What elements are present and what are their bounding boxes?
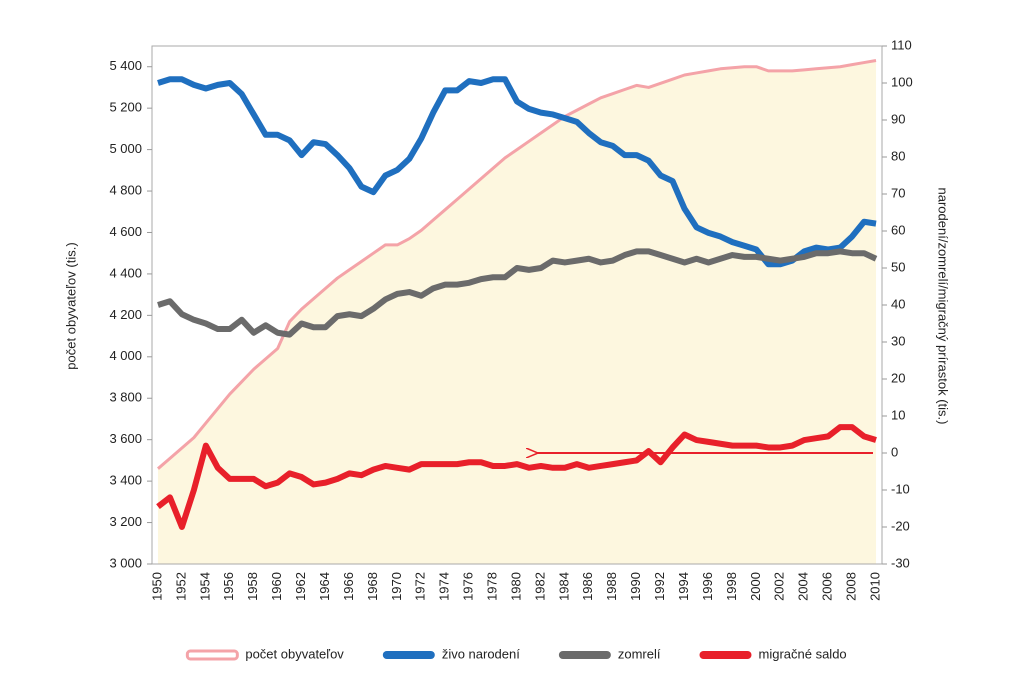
x-tick-label: 1952 [173,572,188,601]
y2-tick-label: -10 [891,481,910,496]
y-tick-label: 5 400 [109,58,142,73]
y2-tick-label: 90 [891,111,905,126]
y2-tick-label: 10 [891,407,905,422]
x-tick-label: 1968 [365,572,380,601]
x-tick-label: 2008 [844,572,859,601]
y-tick-label: 5 200 [109,100,142,115]
x-tick-label: 1998 [724,572,739,601]
x-tick-label: 1986 [580,572,595,601]
y2-tick-label: -20 [891,518,910,533]
x-tick-label: 1974 [437,572,452,601]
y2-tick-label: 40 [891,296,905,311]
x-tick-label: 2010 [867,572,882,601]
x-tick-label: 1980 [508,572,523,601]
y-tick-label: 4 800 [109,182,142,197]
x-tick-label: 1960 [269,572,284,601]
x-tick-label: 2000 [748,572,763,601]
x-tick-label: 1994 [676,572,691,601]
y2-tick-label: 30 [891,333,905,348]
chart: počet obyvateľov (tis.) narodení/zomrelí… [0,0,1016,677]
x-tick-label: 2002 [772,572,787,601]
x-tick-label: 1988 [604,572,619,601]
y-tick-label: 3 400 [109,473,142,488]
y2-tick-label: 110 [891,37,912,52]
y2-tick-label: -30 [891,555,910,570]
legend-label: počet obyvateľov [245,646,344,661]
y2-tick-label: 100 [891,74,913,89]
x-tick-label: 1954 [197,572,212,601]
x-tick-label: 1972 [413,572,428,601]
y-axis-title: počet obyvateľov (tis.) [63,242,78,369]
y2-axis-title: narodení/zomrelí/migračný prírastok (tis… [936,188,951,425]
x-tick-label: 1962 [293,572,308,601]
x-tick-label: 2006 [820,572,835,601]
y2-tick-label: 80 [891,148,905,163]
legend-label: živo narodení [442,646,520,661]
y-tick-label: 4 400 [109,265,142,280]
x-tick-label: 1990 [628,572,643,601]
y-tick-label: 4 000 [109,348,142,363]
y-tick-label: 3 800 [109,390,142,405]
x-tick-label: 1982 [532,572,547,601]
x-tick-label: 1958 [245,572,260,601]
y-tick-label: 3 000 [109,555,142,570]
legend-swatch [187,651,237,659]
y-tick-label: 4 600 [109,224,142,239]
y2-tick-label: 50 [891,259,905,274]
x-tick-label: 1950 [149,572,164,601]
x-tick-label: 1970 [389,572,404,601]
y2-tick-label: 0 [891,444,898,459]
y2-tick-label: 60 [891,222,905,237]
x-tick-label: 2004 [796,572,811,601]
y2-tick-label: 20 [891,370,905,385]
y-tick-label: 3 600 [109,431,142,446]
x-tick-label: 1996 [700,572,715,601]
x-tick-label: 1978 [485,572,500,601]
x-tick-label: 1984 [556,572,571,601]
x-tick-label: 1964 [317,572,332,601]
x-tick-label: 1976 [461,572,476,601]
y-tick-label: 4 200 [109,307,142,322]
y-tick-label: 5 000 [109,141,142,156]
legend: počet obyvateľov živo narodení zomrelí migr… [187,646,846,661]
y-tick-label: 3 200 [109,514,142,529]
x-tick-label: 1966 [341,572,356,601]
x-tick-label: 1992 [652,572,667,601]
x-tick-label: 1956 [221,572,236,601]
y2-tick-label: 70 [891,185,905,200]
legend-label: zomrelí [618,646,661,661]
legend-label: migračné saldo [759,646,847,661]
